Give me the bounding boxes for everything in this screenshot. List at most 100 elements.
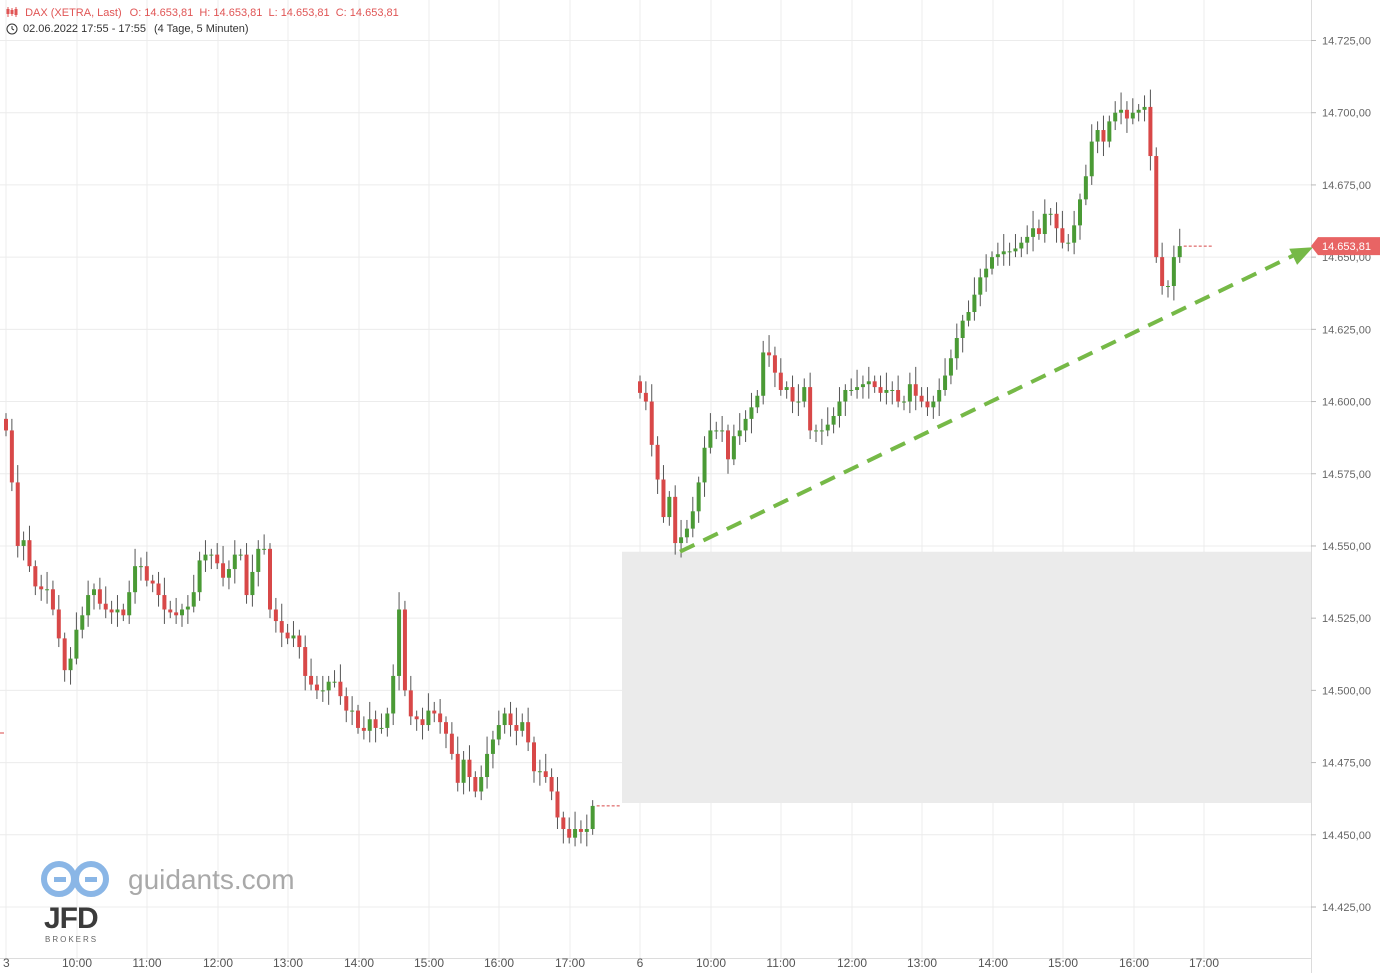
candle-body <box>449 733 454 754</box>
candle-body <box>455 753 460 783</box>
candle-body <box>1166 286 1170 288</box>
candle-body <box>402 609 407 691</box>
candle-body <box>15 482 20 546</box>
candle-body <box>708 430 713 448</box>
candle-body <box>27 540 32 567</box>
candle-body <box>1101 130 1106 142</box>
x-tick-label: 14:00 <box>344 956 374 970</box>
y-tick-label: 14.475,00 <box>1322 758 1371 770</box>
candle-body <box>690 511 695 529</box>
x-tick-label: 10:00 <box>62 956 92 970</box>
candle-body <box>191 592 196 607</box>
guidants-logo-icon <box>41 861 109 897</box>
y-tick-label: 14.575,00 <box>1322 469 1371 481</box>
candle-body <box>408 690 413 717</box>
candle-body <box>643 392 648 402</box>
candle-body <box>80 615 85 630</box>
candle-body <box>778 372 783 390</box>
candle-body <box>555 791 560 818</box>
candle-body <box>954 337 959 359</box>
candle-body <box>902 401 906 403</box>
candle-body <box>520 722 525 731</box>
x-tick-label: 13:00 <box>273 956 303 970</box>
candle-body <box>514 725 519 731</box>
candle-body <box>843 389 848 402</box>
x-tick-label: 11:00 <box>766 956 795 970</box>
candle-body <box>913 384 918 396</box>
candle-body <box>268 548 272 610</box>
candle-body <box>138 566 143 568</box>
candle-body <box>397 609 402 676</box>
instrument-header: DAX (XETRA, Last) O: 14.653,81 H: 14.653,… <box>6 7 399 19</box>
candle-body <box>1078 199 1082 226</box>
period-range: 02.06.2022 17:55 - 17:55 <box>23 23 146 35</box>
candle-body <box>1113 112 1118 122</box>
candle-body <box>344 696 349 711</box>
candle-body <box>855 387 860 390</box>
candle-body <box>849 389 854 391</box>
candle-body <box>9 430 14 483</box>
candle-body <box>314 684 319 691</box>
y-tick-label: 14.700,00 <box>1322 108 1371 120</box>
candle-body <box>667 496 672 518</box>
candle-body <box>737 430 742 437</box>
candle-body <box>86 595 91 616</box>
candle-body <box>866 381 871 385</box>
y-tick-label: 14.600,00 <box>1322 397 1371 409</box>
candle-body <box>92 589 96 596</box>
y-tick-label: 14.550,00 <box>1322 541 1371 553</box>
candle-body <box>860 384 865 388</box>
candle-body <box>896 389 901 402</box>
candle-body <box>790 387 795 402</box>
clock-icon <box>6 23 18 35</box>
candle-body <box>837 401 842 416</box>
candle-body <box>103 603 108 610</box>
candle-body <box>1130 112 1135 119</box>
candle-body <box>115 609 120 613</box>
candle-body <box>203 554 208 561</box>
candle-body <box>1036 228 1041 235</box>
candle-body <box>796 401 801 403</box>
candle-body <box>420 719 425 726</box>
candle-body <box>720 430 725 432</box>
candle-body <box>133 566 138 593</box>
candle-body <box>532 742 536 772</box>
candle-body <box>907 384 912 402</box>
candle-body <box>379 727 384 729</box>
candle-body <box>326 681 331 691</box>
candle-body <box>872 381 877 388</box>
candle-body <box>972 294 977 313</box>
candle-body <box>919 395 924 402</box>
candle-body <box>878 387 883 393</box>
x-tick-label: 15:00 <box>414 956 444 970</box>
candle-body <box>356 710 360 728</box>
x-tick-label: 10:00 <box>696 956 726 970</box>
candle-body <box>50 589 55 610</box>
y-tick-label: 14.725,00 <box>1322 36 1371 48</box>
candle-body <box>1142 106 1147 110</box>
candle-body <box>350 710 355 712</box>
candle-body <box>432 710 437 714</box>
guidants-watermark: guidants.com <box>128 864 295 895</box>
candle-body <box>121 609 126 616</box>
candle-body <box>232 554 237 570</box>
candle-body <box>825 424 830 431</box>
candle-body <box>696 482 701 512</box>
candle-body <box>144 566 149 581</box>
candle-body <box>772 355 777 373</box>
candle-body <box>279 621 284 633</box>
candle-body <box>56 609 61 639</box>
candle-body <box>461 759 466 783</box>
candle-body <box>726 430 730 460</box>
demand-zone <box>622 551 1311 804</box>
candle-body <box>884 389 889 393</box>
candle-body <box>1048 213 1053 215</box>
candle-body <box>1136 109 1141 113</box>
last-price-tag <box>1311 237 1380 256</box>
y-tick-label: 14.450,00 <box>1322 830 1371 842</box>
candle-body <box>995 254 1000 258</box>
candle-body <box>649 401 654 445</box>
x-tick-label: 17:00 <box>555 956 585 970</box>
candle-body <box>1119 109 1124 113</box>
